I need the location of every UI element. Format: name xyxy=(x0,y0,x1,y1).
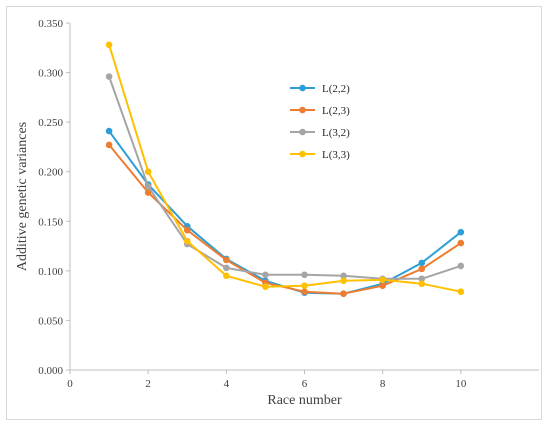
data-point xyxy=(340,277,347,285)
data-point xyxy=(144,183,152,190)
data-point xyxy=(418,275,426,283)
data-point xyxy=(418,265,426,273)
series-line-2 xyxy=(108,144,462,295)
data-point xyxy=(223,272,230,280)
x-tick-label: 0 xyxy=(67,378,73,390)
y-axis-title: Additive genetic variances xyxy=(15,122,30,271)
legend-label: L(2,3) xyxy=(322,105,350,117)
x-axis-title: Race number xyxy=(267,393,342,408)
data-point xyxy=(262,283,269,291)
data-point xyxy=(301,288,308,295)
y-tick-label: 0.200 xyxy=(38,167,63,179)
data-point xyxy=(379,276,386,284)
y-tick-label: 0.250 xyxy=(38,117,63,129)
y-tick-label: 0.000 xyxy=(38,365,63,377)
x-tick-label: 2 xyxy=(145,378,151,390)
data-point xyxy=(418,259,426,267)
chart-frame: 0.000 0.050 0.100 0.150 0.200 0.250 0.300 0.350… xyxy=(6,6,542,420)
data-point xyxy=(223,264,230,272)
data-point xyxy=(340,290,347,297)
x-tick-label: 10 xyxy=(455,378,467,390)
data-point xyxy=(301,282,308,290)
y-tick-label: 0.150 xyxy=(38,216,63,228)
legend-label: L(3,3) xyxy=(322,149,350,161)
data-point xyxy=(144,168,152,176)
data-point xyxy=(457,228,465,236)
y-tick-label: 0.350 xyxy=(38,18,63,30)
x-tick-label: 4 xyxy=(224,378,230,390)
series-line-4 xyxy=(108,44,462,293)
data-point xyxy=(105,73,113,80)
data-point xyxy=(418,280,426,288)
data-point xyxy=(457,288,465,295)
data-point xyxy=(340,272,347,280)
data-point xyxy=(457,262,465,270)
data-point xyxy=(105,41,113,49)
data-point xyxy=(262,271,269,279)
data-point xyxy=(457,239,465,247)
y-tick-label: 0.100 xyxy=(38,266,63,278)
legend-swatch-marker xyxy=(299,128,306,136)
legend-swatch-marker xyxy=(299,84,306,92)
data-point xyxy=(144,189,152,196)
line-chart: 0.000 0.050 0.100 0.150 0.200 0.250 0.300 0.350… xyxy=(15,18,539,408)
legend-swatch-marker xyxy=(299,150,306,158)
legend-label: L(3,2) xyxy=(322,127,350,139)
data-point xyxy=(183,226,191,234)
y-tick-label: 0.050 xyxy=(38,315,63,327)
series-line-3 xyxy=(108,76,462,280)
data-point xyxy=(301,271,308,279)
legend-label: L(2,2) xyxy=(322,83,350,95)
legend-swatch-marker xyxy=(299,106,306,114)
data-point xyxy=(105,127,113,135)
series-line-1 xyxy=(108,130,462,295)
data-point xyxy=(223,256,230,264)
x-tick-label: 8 xyxy=(380,378,386,390)
data-point xyxy=(379,282,386,290)
data-point xyxy=(183,237,191,245)
data-point xyxy=(105,141,113,149)
x-tick-label: 6 xyxy=(302,378,308,390)
y-tick-label: 0.300 xyxy=(38,68,63,80)
